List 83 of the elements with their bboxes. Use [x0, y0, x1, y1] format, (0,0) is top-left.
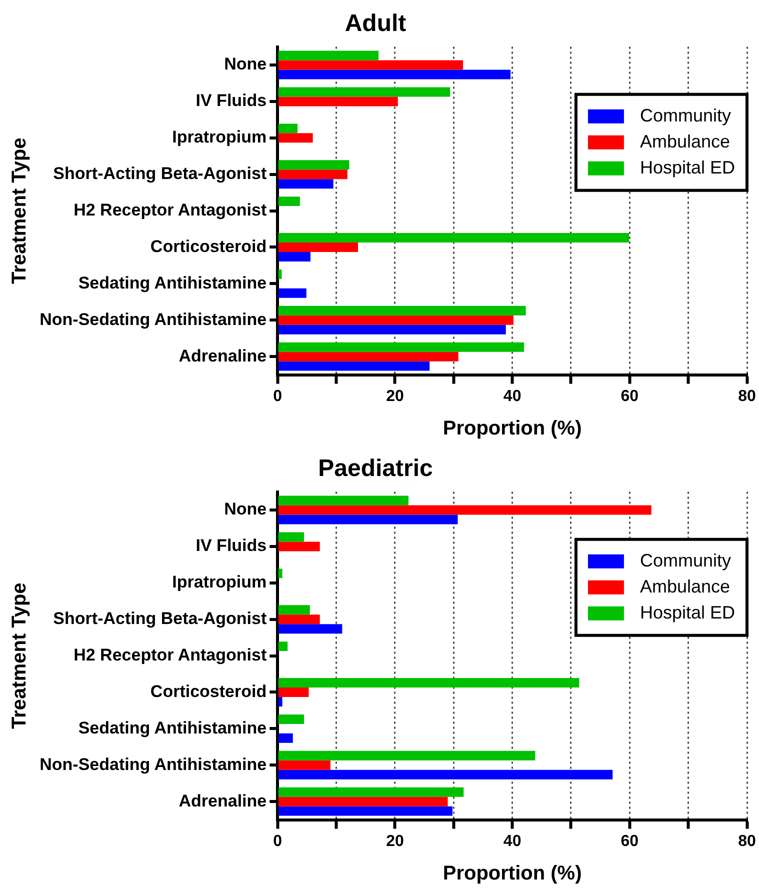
y-tick-label: IV Fluids [196, 536, 267, 556]
bar [278, 532, 304, 542]
bar [278, 133, 313, 143]
x-tick-label: 0 [273, 832, 282, 850]
bar [278, 252, 310, 262]
bar [278, 179, 334, 189]
bar [278, 242, 358, 252]
bar [278, 642, 288, 652]
y-tick-label: Short-Acting Beta-Agonist [53, 609, 267, 628]
bar [278, 624, 342, 634]
y-tick-label: Adrenaline [178, 346, 267, 366]
bar [278, 170, 348, 180]
y-tick-label: None [224, 54, 267, 74]
bar [278, 50, 379, 60]
bar [278, 352, 458, 362]
bar [278, 770, 613, 780]
bar [278, 324, 506, 334]
y-tick-label: Adrenaline [178, 791, 267, 810]
chart-title: Paediatric [318, 455, 433, 482]
y-tick-label: Ipratropium [172, 572, 267, 592]
bar [278, 160, 350, 170]
y-tick-label: Ipratropium [172, 128, 267, 147]
y-tick-label: Corticosteroid [150, 236, 267, 256]
legend-label: Community [640, 105, 731, 126]
bar [278, 196, 300, 206]
bar [278, 750, 536, 760]
legend-label: Ambulance [640, 131, 730, 152]
x-tick-label: 80 [738, 388, 756, 405]
legend-label: Ambulance [640, 576, 730, 596]
x-axis-title: Proportion (%) [442, 418, 582, 440]
y-axis-title: Treatment Type [8, 582, 31, 729]
bar [278, 714, 304, 724]
bar [278, 70, 511, 80]
y-tick-label: Sedating Antihistamine [78, 273, 267, 292]
y-tick-label: H2 Receptor Antagonist [74, 645, 267, 664]
x-tick-label: 0 [273, 388, 282, 405]
x-axis-title: Proportion (%) [442, 862, 582, 885]
bar [278, 315, 514, 325]
y-tick-label: Non-Sedating Antihistamine [40, 754, 267, 774]
y-tick-label: IV Fluids [196, 91, 267, 110]
bar [278, 505, 652, 515]
bar [278, 614, 320, 624]
legend-label: Community [640, 550, 731, 570]
bar [278, 233, 630, 243]
bar [278, 269, 282, 279]
y-tick-label: Sedating Antihistamine [78, 718, 267, 738]
chart-title: Adult [344, 10, 406, 38]
x-tick-label: 80 [738, 832, 756, 850]
y-tick-label: Non-Sedating Antihistamine [40, 310, 267, 329]
bar [278, 806, 452, 816]
x-tick-label: 60 [620, 388, 639, 405]
x-tick-label: 20 [386, 388, 404, 405]
bar [278, 760, 330, 770]
bar [278, 342, 524, 352]
bar [278, 796, 448, 806]
legend-label: Hospital ED [640, 602, 736, 622]
bar [278, 688, 309, 697]
bar [278, 288, 306, 298]
bar [278, 678, 580, 688]
x-tick-label: 40 [503, 832, 522, 850]
bar [278, 87, 450, 97]
bar [278, 514, 458, 524]
bar [278, 306, 526, 316]
y-tick-label: Corticosteroid [150, 682, 267, 701]
legend-label: Hospital ED [640, 157, 736, 178]
y-axis-title: Treatment Type [8, 138, 31, 284]
x-tick-label: 40 [503, 388, 522, 405]
bar [278, 568, 282, 578]
bar [278, 733, 293, 743]
bar [278, 124, 298, 134]
x-tick-label: 20 [386, 832, 404, 850]
bar [278, 96, 398, 106]
y-tick-label: H2 Receptor Antagonist [74, 200, 267, 220]
x-tick-label: 60 [620, 832, 639, 850]
bar [278, 696, 282, 706]
bar [278, 60, 464, 70]
bar [278, 496, 408, 506]
y-tick-label: Short-Acting Beta-Agonist [53, 164, 267, 184]
bar [278, 542, 320, 552]
bar [278, 787, 464, 797]
bar [278, 605, 310, 615]
bar [278, 361, 430, 371]
y-tick-label: None [224, 500, 267, 519]
